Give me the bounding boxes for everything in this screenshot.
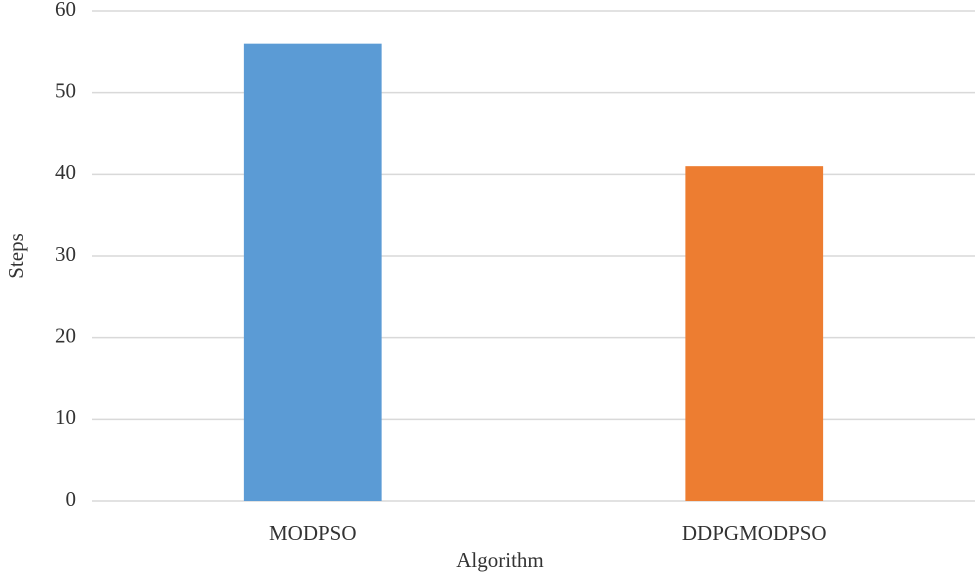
x-tick-label: DDPGMODPSO bbox=[682, 521, 827, 545]
y-tick-label: 20 bbox=[55, 323, 76, 347]
bar bbox=[685, 166, 824, 501]
y-tick-label: 30 bbox=[55, 242, 76, 266]
y-tick-label: 0 bbox=[66, 487, 77, 511]
x-axis-label: Algorithm bbox=[456, 548, 544, 572]
y-tick-label: 40 bbox=[55, 160, 76, 184]
y-tick-label: 60 bbox=[55, 0, 76, 21]
y-tick-label: 10 bbox=[55, 405, 76, 429]
x-tick-label: MODPSO bbox=[269, 521, 357, 545]
bar bbox=[243, 43, 382, 502]
y-tick-label: 50 bbox=[55, 78, 76, 102]
y-axis-label: Steps bbox=[4, 233, 28, 279]
